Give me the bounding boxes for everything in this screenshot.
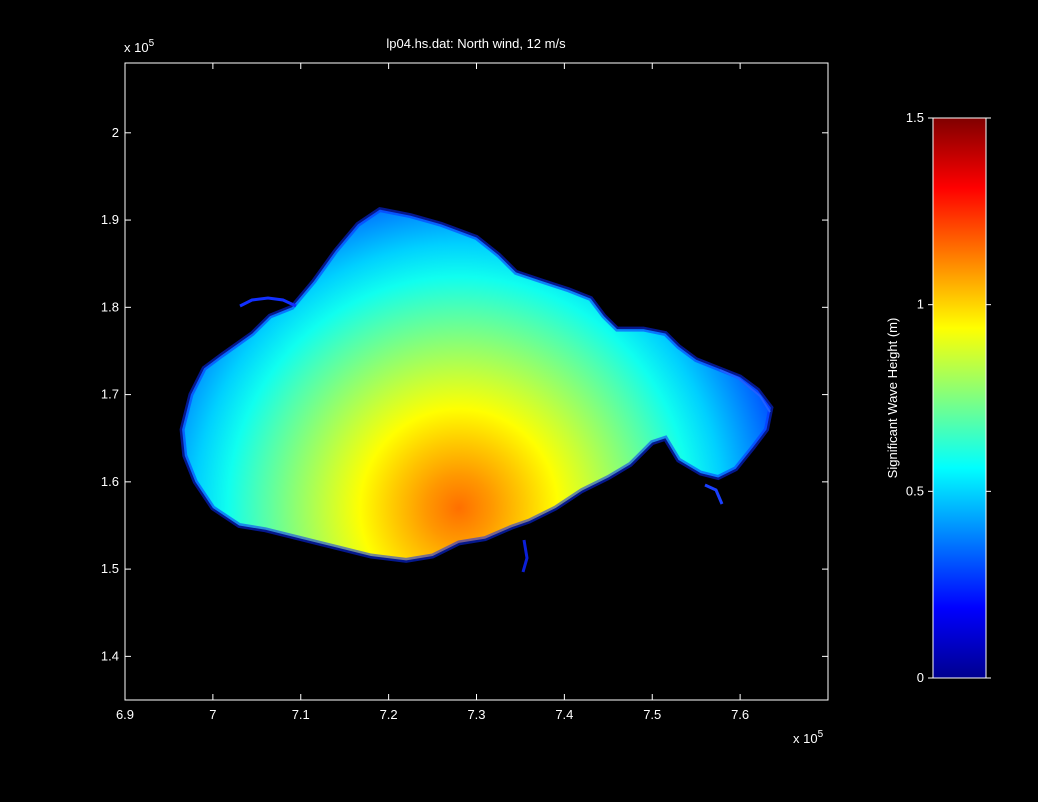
y-tick-label: 1.7 xyxy=(101,387,119,402)
x-tick-label: 7.3 xyxy=(467,707,485,722)
colorbar-scale xyxy=(933,118,986,678)
x-multiplier-exponent: 5 xyxy=(818,729,824,740)
y-axis-ticks: 1.4 1.5 1.6 1.7 1.8 1.9 2 xyxy=(101,125,828,663)
shoreline-low-values xyxy=(179,206,774,563)
x-multiplier-base: x 10 xyxy=(793,731,818,746)
colorbar-tick-label: 0.5 xyxy=(906,483,924,498)
y-tick-label: 1.9 xyxy=(101,212,119,227)
main-axes: lp04.hs.dat: North wind, 12 m/s 6.9 7 7.1 7… xyxy=(101,36,829,746)
colorbar-tick-label: 1 xyxy=(917,297,924,312)
colorbar-ticks: 0 0.5 1 1.5 xyxy=(906,110,991,685)
y-axis-multiplier: x 105 xyxy=(124,38,155,55)
y-tick-label: 1.6 xyxy=(101,474,119,489)
x-tick-label: 7.1 xyxy=(292,707,310,722)
river-inlet-south xyxy=(521,539,529,573)
y-multiplier-exponent: 5 xyxy=(149,38,155,49)
y-tick-label: 2 xyxy=(112,125,119,140)
y-multiplier-base: x 10 xyxy=(124,40,149,55)
river-inlet-west xyxy=(239,296,297,308)
river-inlet-northeast xyxy=(719,369,771,413)
river-inlet-east xyxy=(704,483,724,505)
y-tick-label: 1.4 xyxy=(101,648,119,663)
x-tick-label: 7 xyxy=(209,707,216,722)
y-tick-label: 1.8 xyxy=(101,299,119,314)
x-tick-label: 6.9 xyxy=(116,707,134,722)
colorbar: 0 0.5 1 1.5 Significant Wave Height (m) xyxy=(885,110,991,685)
colorbar-frame xyxy=(932,117,987,679)
y-tick-label: 1.5 xyxy=(101,561,119,576)
colorbar-label: Significant Wave Height (m) xyxy=(885,318,900,479)
colorbar-tick-label: 1.5 xyxy=(906,110,924,125)
x-tick-label: 7.5 xyxy=(643,707,661,722)
chart-title: lp04.hs.dat: North wind, 12 m/s xyxy=(386,36,566,51)
colorbar-tick-label: 0 xyxy=(917,670,924,685)
x-tick-label: 7.6 xyxy=(731,707,749,722)
x-axis-ticks: 6.9 7 7.1 7.2 7.3 7.4 7.5 7.6 xyxy=(116,63,749,722)
wave-height-field xyxy=(182,209,771,561)
x-tick-label: 7.4 xyxy=(555,707,573,722)
x-tick-label: 7.2 xyxy=(380,707,398,722)
x-axis-multiplier: x 105 xyxy=(793,729,824,746)
